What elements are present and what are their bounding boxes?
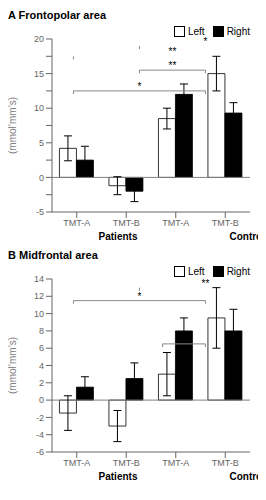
html-text:Right: Right [226,266,250,277]
svg-text:4: 4 [39,361,44,371]
svg-text:**: ** [169,60,177,71]
svg-text:TMT-A: TMT-A [162,218,189,228]
html-text:Left: Left [188,266,205,277]
svg-text:-5: -5 [36,207,44,217]
svg-text:(mmol’mm’s): (mmol’mm’s) [8,97,18,154]
svg-text:*: * [137,291,141,302]
svg-text:8: 8 [39,326,44,336]
svg-text:0: 0 [39,173,44,183]
svg-text:2: 2 [39,378,44,388]
svg-text:20: 20 [34,34,44,44]
svg-text:-4: -4 [36,430,44,440]
svg-text:TMT-A: TMT-A [63,458,90,468]
svg-text:5: 5 [39,138,44,148]
html-text:B Midfrontal area: B Midfrontal area [8,249,98,261]
svg-text:*: * [182,334,186,345]
svg-text:Patients: Patients [99,231,138,242]
svg-text:TMT-B: TMT-B [212,458,239,468]
svg-text:-2: -2 [36,413,44,423]
svg-text:-6: -6 [36,447,44,457]
svg-text:0: 0 [39,395,44,405]
svg-text:TMT-B: TMT-B [113,218,140,228]
svg-text:12: 12 [34,291,44,301]
svg-text:*: * [203,36,207,47]
svg-text:14: 14 [34,274,44,284]
html-text:Left: Left [188,26,205,37]
svg-text:**: ** [169,46,177,57]
svg-text:6: 6 [39,343,44,353]
svg-text:10: 10 [34,103,44,113]
svg-text:Patients: Patients [99,471,138,482]
svg-text:*: * [137,81,141,92]
svg-text:TMT-A: TMT-A [63,218,90,228]
svg-text:Controls: Controls [229,471,258,482]
svg-text:(mmol’mm’s): (mmol’mm’s) [8,337,18,394]
html-text:Right: Right [226,26,250,37]
svg-text:TMT-A: TMT-A [162,458,189,468]
svg-text:10: 10 [34,309,44,319]
html-text:A Frontopolar area: A Frontopolar area [8,9,106,21]
svg-text:TMT-B: TMT-B [113,458,140,468]
svg-text:15: 15 [34,69,44,79]
svg-text:TMT-B: TMT-B [212,218,239,228]
svg-text:Controls: Controls [229,231,258,242]
svg-text:**: ** [202,278,210,289]
